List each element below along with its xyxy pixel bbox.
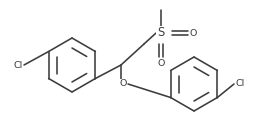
Text: O: O [189, 28, 197, 37]
Text: Cl: Cl [13, 60, 23, 69]
Text: Cl: Cl [235, 80, 245, 89]
Text: O: O [119, 80, 127, 89]
Text: O: O [157, 59, 165, 67]
Text: S: S [157, 27, 165, 39]
